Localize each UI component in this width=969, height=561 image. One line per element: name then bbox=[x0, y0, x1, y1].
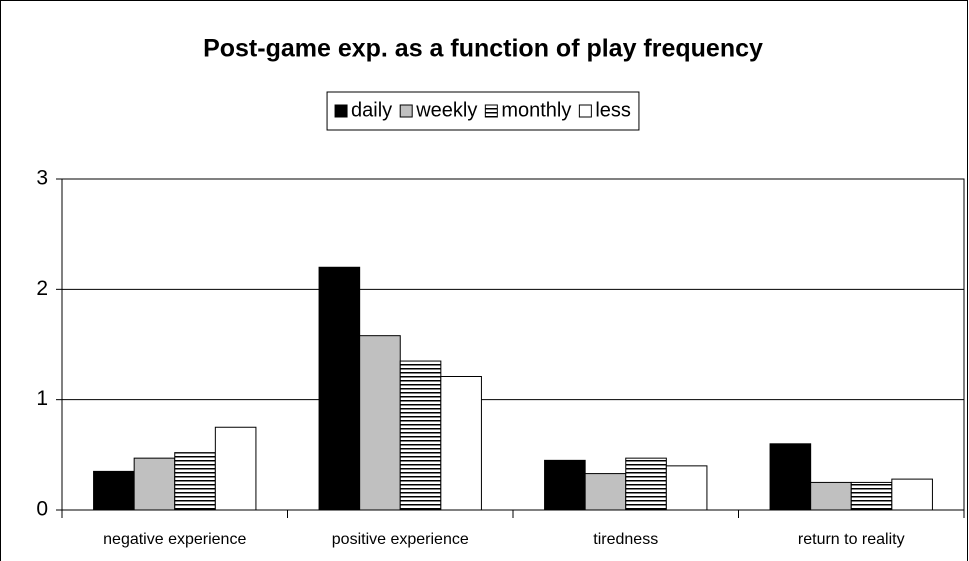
bar bbox=[359, 335, 401, 511]
bar bbox=[584, 473, 627, 511]
legend-label: weekly bbox=[415, 99, 477, 121]
bar bbox=[214, 426, 257, 511]
bar bbox=[399, 360, 442, 511]
bar bbox=[133, 457, 176, 511]
bar bbox=[769, 443, 812, 511]
bar bbox=[891, 478, 933, 511]
legend-label: monthly bbox=[501, 99, 571, 121]
legend-swatch bbox=[484, 104, 498, 118]
y-tick-label: 2 bbox=[36, 277, 48, 300]
x-tick-label: return to reality bbox=[798, 531, 905, 548]
legend-label: daily bbox=[351, 99, 392, 121]
bar bbox=[810, 481, 852, 511]
bar bbox=[174, 452, 216, 511]
y-tick-label: 1 bbox=[36, 387, 48, 410]
x-tick-label: positive experience bbox=[332, 531, 469, 548]
y-tick-label: 3 bbox=[36, 167, 48, 190]
bar bbox=[93, 470, 135, 511]
legend-swatch bbox=[578, 104, 592, 118]
bar bbox=[318, 266, 361, 511]
x-tick-label: negative experience bbox=[103, 531, 246, 548]
bar bbox=[625, 457, 667, 511]
bar bbox=[544, 459, 586, 511]
legend-label: less bbox=[595, 99, 631, 121]
bar bbox=[440, 375, 482, 511]
bar bbox=[665, 465, 708, 511]
legend-swatch bbox=[334, 104, 348, 118]
x-tick-label: tiredness bbox=[593, 531, 658, 548]
chart-title: Post-game exp. as a function of play fre… bbox=[203, 35, 763, 63]
bar bbox=[850, 481, 893, 511]
y-tick-label: 0 bbox=[36, 498, 48, 521]
legend-swatch bbox=[399, 104, 413, 118]
